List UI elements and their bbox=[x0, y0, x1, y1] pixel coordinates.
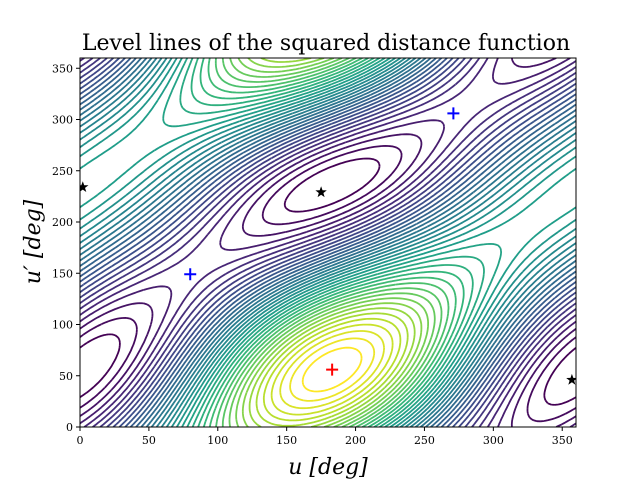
plus-marker bbox=[184, 268, 197, 281]
contour-level bbox=[190, 58, 474, 427]
plot-frame bbox=[79, 57, 577, 428]
contour-level bbox=[80, 58, 576, 427]
y-axis: 0 50 100 150 200 250 300 350 bbox=[52, 62, 80, 434]
markers bbox=[80, 107, 576, 385]
x-tick-label: 350 bbox=[552, 434, 573, 447]
y-tick-label: 50 bbox=[59, 370, 73, 383]
x-tick-label: 300 bbox=[483, 434, 504, 447]
contour-level bbox=[80, 157, 576, 406]
y-tick-label: 300 bbox=[52, 114, 73, 127]
contour-level bbox=[179, 58, 485, 427]
contour-level bbox=[80, 58, 576, 427]
contour-level bbox=[80, 58, 576, 427]
y-axis-label: u′ [deg] bbox=[21, 199, 46, 284]
y-tick-label: 0 bbox=[66, 421, 73, 434]
x-tick-label: 100 bbox=[207, 434, 228, 447]
contour-level bbox=[279, 330, 385, 410]
star-marker bbox=[566, 373, 576, 385]
x-axis-label: u [deg] bbox=[288, 455, 368, 480]
contour-level bbox=[289, 337, 376, 402]
x-tick-label: 0 bbox=[77, 434, 84, 447]
contour-level bbox=[301, 346, 363, 393]
contour-level bbox=[207, 58, 457, 427]
y-tick-label: 150 bbox=[52, 267, 73, 280]
contour-level bbox=[214, 58, 450, 427]
star-marker bbox=[80, 181, 89, 192]
contour-level bbox=[221, 58, 443, 427]
contour-level bbox=[241, 58, 423, 427]
x-tick-label: 250 bbox=[414, 434, 435, 447]
contour-level bbox=[255, 312, 409, 427]
plus-marker bbox=[326, 363, 339, 376]
x-tick-label: 150 bbox=[276, 434, 297, 447]
contour-level bbox=[162, 58, 502, 427]
x-tick-label: 200 bbox=[345, 434, 366, 447]
contour-level bbox=[80, 58, 576, 427]
contour-level bbox=[80, 58, 576, 427]
chart-title: Level lines of the squared distance func… bbox=[82, 31, 570, 56]
contour-level bbox=[270, 323, 394, 416]
y-tick-label: 100 bbox=[52, 319, 73, 332]
contour-lines bbox=[80, 58, 576, 427]
plus-marker bbox=[447, 107, 460, 120]
contour-level bbox=[80, 145, 576, 423]
y-tick-label: 250 bbox=[52, 165, 73, 178]
contour-level bbox=[262, 317, 402, 422]
x-tick-label: 50 bbox=[142, 434, 156, 447]
contour-level bbox=[248, 58, 416, 427]
contour-level bbox=[80, 58, 576, 427]
contour-level bbox=[80, 58, 576, 427]
y-tick-label: 350 bbox=[52, 62, 73, 75]
x-axis: 0 50 100 150 200 250 300 350 bbox=[77, 427, 573, 447]
contour-level bbox=[235, 58, 429, 427]
contour-level bbox=[228, 58, 436, 427]
contour-level bbox=[80, 58, 576, 427]
contour-level bbox=[80, 58, 576, 427]
contour-level bbox=[80, 58, 576, 427]
contour-level bbox=[80, 58, 576, 427]
contour-level bbox=[80, 58, 576, 427]
y-tick-label: 200 bbox=[52, 216, 73, 229]
star-marker bbox=[315, 186, 327, 198]
contour-level bbox=[80, 58, 576, 427]
